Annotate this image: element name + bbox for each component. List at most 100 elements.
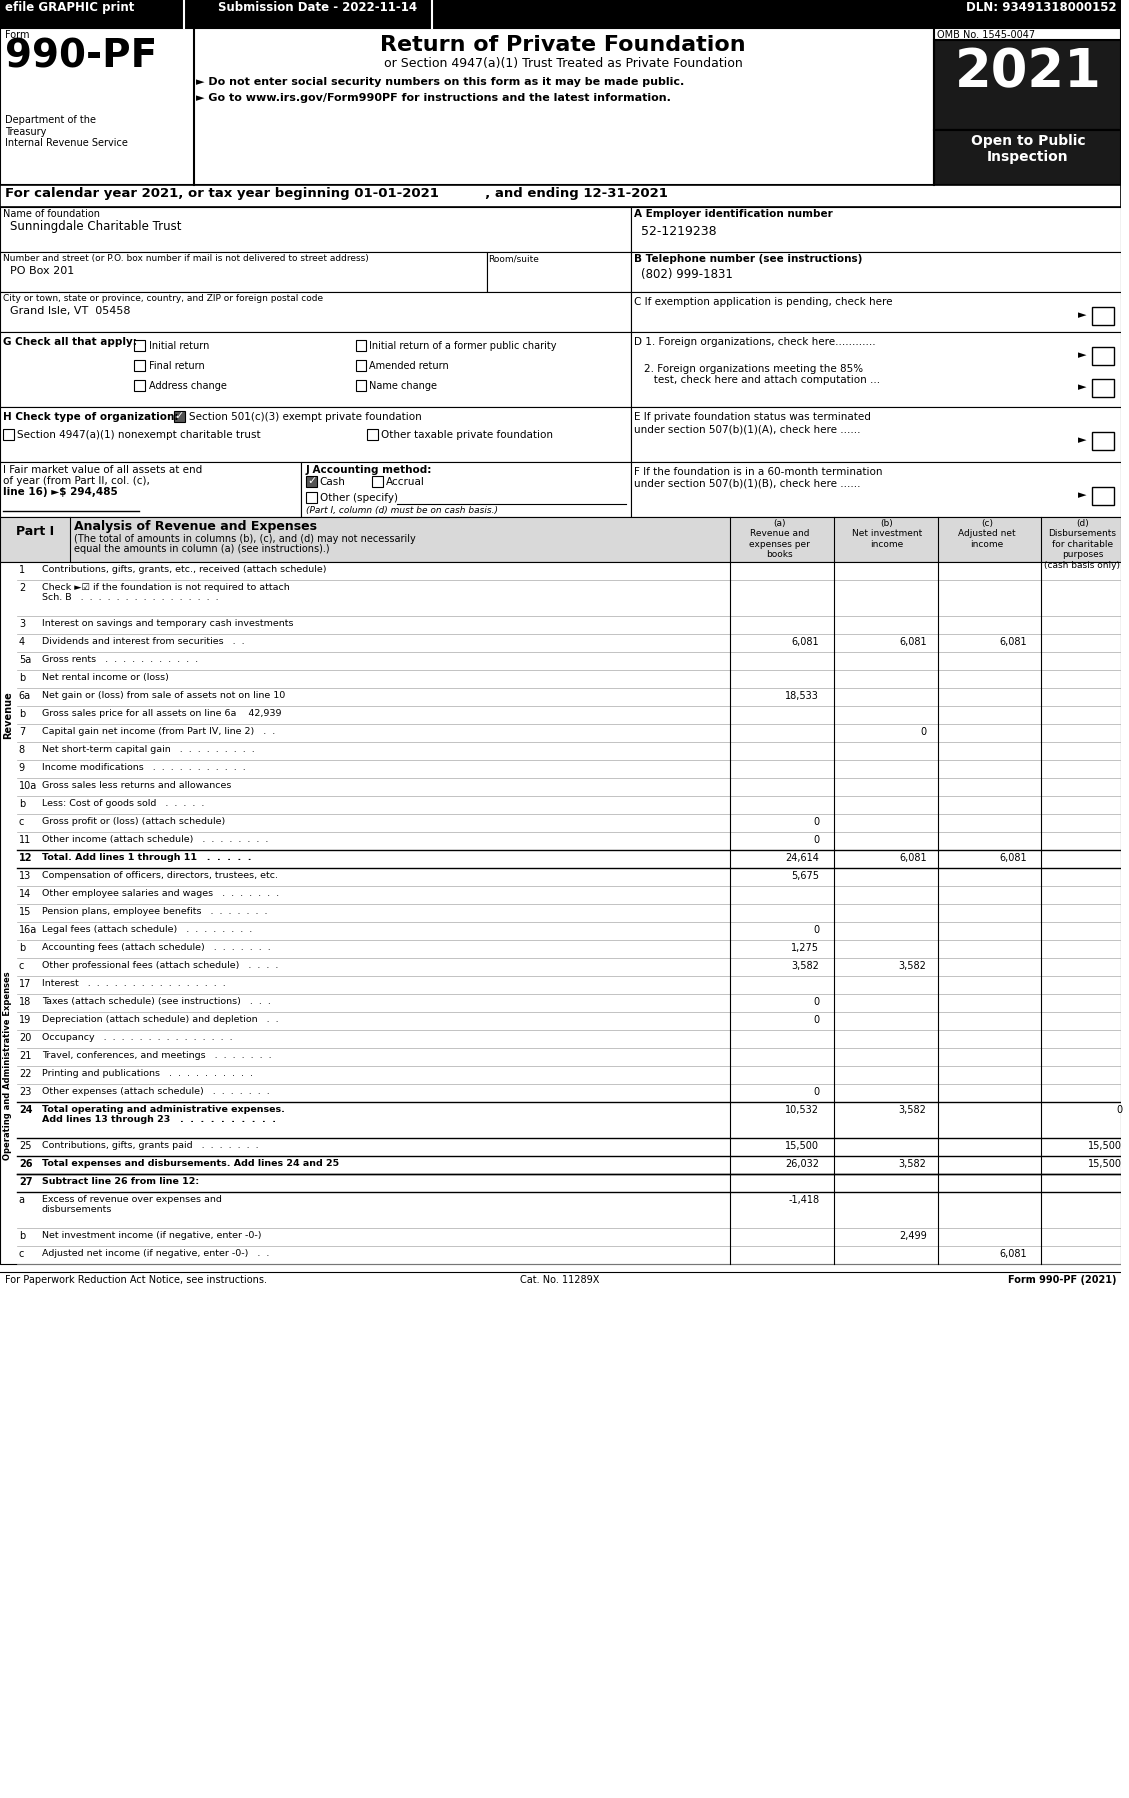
- Text: Depreciation (attach schedule) and depletion   .  .: Depreciation (attach schedule) and deple…: [42, 1016, 279, 1025]
- Text: Grand Isle, VT  05458: Grand Isle, VT 05458: [10, 306, 131, 316]
- Bar: [631, 252, 1121, 291]
- Text: Accounting fees (attach schedule)   .  .  .  .  .  .  .: Accounting fees (attach schedule) . . . …: [42, 942, 271, 951]
- Text: of year (from Part II, col. (c),: of year (from Part II, col. (c),: [3, 476, 150, 485]
- Bar: [0, 333, 631, 406]
- Text: Address change: Address change: [149, 381, 227, 390]
- Text: Other income (attach schedule)   .  .  .  .  .  .  .  .: Other income (attach schedule) . . . . .…: [42, 834, 268, 843]
- Bar: [3, 430, 14, 441]
- Bar: [306, 493, 317, 503]
- Bar: [0, 252, 487, 291]
- Text: 0: 0: [813, 816, 820, 827]
- Text: Net rental income or (loss): Net rental income or (loss): [42, 672, 168, 681]
- Bar: [373, 476, 384, 487]
- Text: Accrual: Accrual: [386, 476, 426, 487]
- Text: under section 507(b)(1)(B), check here ......: under section 507(b)(1)(B), check here .…: [633, 478, 860, 489]
- Text: (a)
Revenue and
expenses per
books: (a) Revenue and expenses per books: [750, 520, 809, 559]
- Text: 10,532: 10,532: [786, 1106, 820, 1115]
- Bar: [631, 462, 1121, 518]
- Text: a: a: [19, 1196, 25, 1205]
- Text: Department of the
Treasury
Internal Revenue Service: Department of the Treasury Internal Reve…: [5, 115, 128, 147]
- Text: Pension plans, employee benefits   .  .  .  .  .  .  .: Pension plans, employee benefits . . . .…: [42, 906, 268, 915]
- Bar: [487, 252, 631, 291]
- Text: test, check here and attach computation ...: test, check here and attach computation …: [644, 376, 879, 385]
- Text: 27: 27: [19, 1178, 33, 1187]
- Text: OMB No. 1545-0047: OMB No. 1545-0047: [937, 31, 1035, 40]
- Text: Room/suite: Room/suite: [489, 254, 540, 263]
- Text: Revenue: Revenue: [3, 690, 12, 739]
- Text: 26: 26: [19, 1160, 33, 1169]
- Bar: [1093, 307, 1114, 325]
- Text: I Fair market value of all assets at end: I Fair market value of all assets at end: [3, 466, 202, 475]
- Text: 15: 15: [19, 906, 32, 917]
- Bar: [631, 333, 1121, 406]
- Text: ►: ►: [1077, 309, 1086, 320]
- Text: 6,081: 6,081: [899, 852, 927, 863]
- Text: F If the foundation is in a 60-month termination: F If the foundation is in a 60-month ter…: [633, 467, 882, 476]
- Text: Total operating and administrative expenses.
Add lines 13 through 23   .  .  .  : Total operating and administrative expen…: [42, 1106, 285, 1124]
- Text: Net gain or (loss) from sale of assets not on line 10: Net gain or (loss) from sale of assets n…: [42, 690, 285, 699]
- Text: Contributions, gifts, grants paid   .  .  .  .  .  .  .: Contributions, gifts, grants paid . . . …: [42, 1142, 259, 1151]
- Text: line 16) ►$ 294,485: line 16) ►$ 294,485: [3, 487, 117, 496]
- Text: 2: 2: [19, 583, 25, 593]
- Text: ► Do not enter social security numbers on this form as it may be made public.: ► Do not enter social security numbers o…: [195, 77, 684, 86]
- Bar: [0, 207, 631, 252]
- Text: 0: 0: [813, 998, 820, 1007]
- Text: Interest on savings and temporary cash investments: Interest on savings and temporary cash i…: [42, 619, 294, 628]
- Text: Section 4947(a)(1) nonexempt charitable trust: Section 4947(a)(1) nonexempt charitable …: [17, 430, 261, 441]
- Text: 2021: 2021: [954, 47, 1101, 99]
- Text: c: c: [19, 960, 24, 971]
- Text: 6,081: 6,081: [791, 636, 820, 647]
- Text: 22: 22: [19, 1070, 32, 1079]
- Text: For calendar year 2021, or tax year beginning 01-01-2021          , and ending 1: For calendar year 2021, or tax year begi…: [5, 187, 668, 200]
- Bar: [934, 129, 1121, 185]
- Bar: [301, 462, 631, 518]
- Text: Legal fees (attach schedule)   .  .  .  .  .  .  .  .: Legal fees (attach schedule) . . . . . .…: [42, 924, 252, 933]
- Text: Initial return: Initial return: [149, 342, 209, 351]
- Text: Net investment income (if negative, enter -0-): Net investment income (if negative, ente…: [42, 1232, 261, 1241]
- Text: equal the amounts in column (a) (see instructions).): equal the amounts in column (a) (see ins…: [75, 545, 330, 554]
- Text: Part I: Part I: [16, 525, 54, 538]
- Text: 15,500: 15,500: [1088, 1160, 1122, 1169]
- Text: Analysis of Revenue and Expenses: Analysis of Revenue and Expenses: [75, 520, 317, 532]
- Text: b: b: [19, 942, 25, 953]
- Text: Return of Private Foundation: Return of Private Foundation: [380, 34, 746, 56]
- Text: 0: 0: [813, 924, 820, 935]
- Bar: [0, 0, 1121, 29]
- Bar: [367, 430, 378, 441]
- Text: Other professional fees (attach schedule)   .  .  .  .: Other professional fees (attach schedule…: [42, 960, 278, 969]
- Text: 0: 0: [1117, 1106, 1122, 1115]
- Text: efile GRAPHIC print: efile GRAPHIC print: [5, 2, 134, 14]
- Text: 9: 9: [19, 762, 25, 773]
- Text: 52-1219238: 52-1219238: [640, 225, 716, 237]
- Bar: [0, 291, 631, 333]
- Text: Travel, conferences, and meetings   .  .  .  .  .  .  .: Travel, conferences, and meetings . . . …: [42, 1052, 271, 1061]
- Text: 7: 7: [19, 726, 25, 737]
- Text: Excess of revenue over expenses and
disbursements: Excess of revenue over expenses and disb…: [42, 1196, 221, 1214]
- Bar: [134, 360, 145, 370]
- Text: c: c: [19, 816, 24, 827]
- Text: Total expenses and disbursements. Add lines 24 and 25: Total expenses and disbursements. Add li…: [42, 1160, 339, 1169]
- Text: D 1. Foreign organizations, check here............: D 1. Foreign organizations, check here..…: [633, 336, 875, 347]
- Text: 5a: 5a: [19, 654, 32, 665]
- Text: Dividends and interest from securities   .  .: Dividends and interest from securities .…: [42, 636, 244, 645]
- Bar: [356, 340, 367, 351]
- Text: Subtract line 26 from line 12:: Subtract line 26 from line 12:: [42, 1178, 199, 1187]
- Bar: [356, 379, 367, 390]
- Text: (Part I, column (d) must be on cash basis.): (Part I, column (d) must be on cash basi…: [306, 505, 498, 514]
- Text: 6,081: 6,081: [999, 636, 1027, 647]
- Bar: [934, 40, 1121, 129]
- Text: 25: 25: [19, 1142, 32, 1151]
- Text: 4: 4: [19, 636, 25, 647]
- Text: 3,582: 3,582: [899, 1106, 927, 1115]
- Text: 15,500: 15,500: [1088, 1142, 1122, 1151]
- Text: Name change: Name change: [369, 381, 437, 390]
- Text: B Telephone number (see instructions): B Telephone number (see instructions): [633, 254, 861, 264]
- Text: 14: 14: [19, 888, 32, 899]
- Bar: [0, 406, 631, 462]
- Text: 2. Foreign organizations meeting the 85%: 2. Foreign organizations meeting the 85%: [644, 363, 863, 374]
- Text: ►: ►: [1077, 491, 1086, 500]
- Text: 3: 3: [19, 619, 25, 629]
- Text: 6,081: 6,081: [999, 852, 1027, 863]
- Text: -1,418: -1,418: [788, 1196, 820, 1205]
- Text: Cat. No. 11289X: Cat. No. 11289X: [520, 1275, 599, 1286]
